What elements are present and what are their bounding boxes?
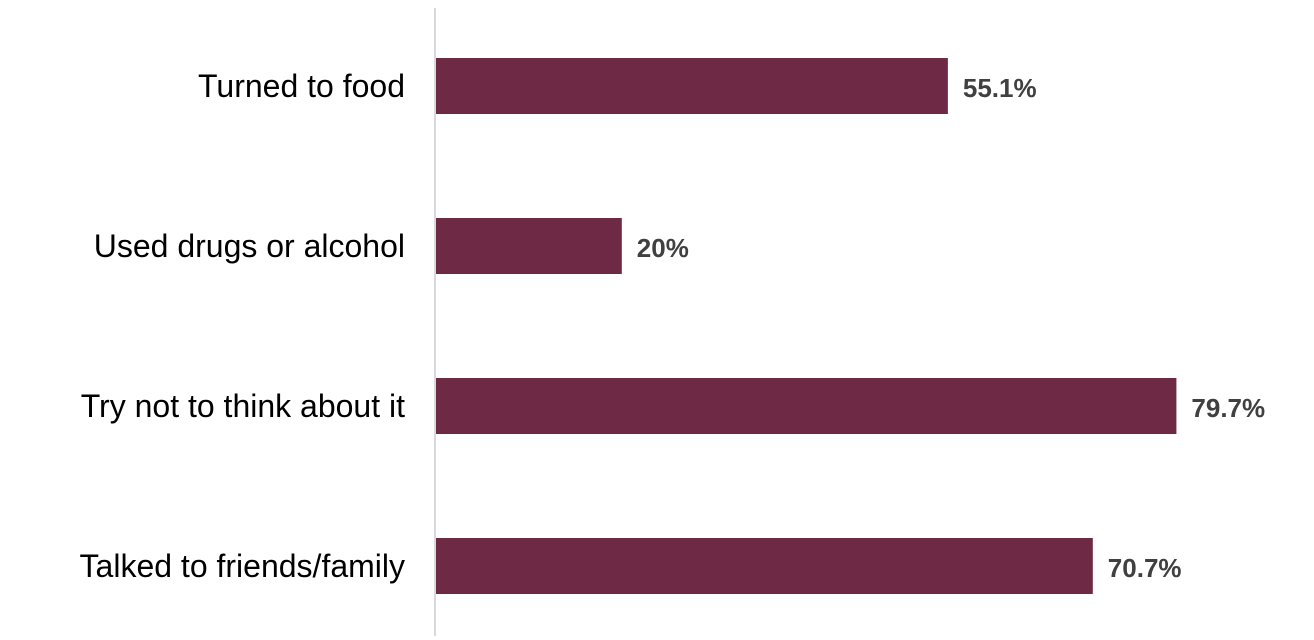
category-label-try-not-to-think-about-it: Try not to think about it [81, 388, 405, 424]
value-label-turned-to-food: 55.1% [963, 73, 1037, 103]
bar-talked-to-friends-family [436, 538, 1093, 594]
bar-used-drugs-or-alcohol [436, 218, 622, 274]
bar-try-not-to-think-about-it [436, 378, 1177, 434]
category-label-used-drugs-or-alcohol: Used drugs or alcohol [94, 228, 405, 264]
labels-layer: Turned to food 55.1% Used drugs or alcohol… [80, 68, 1266, 584]
category-label-talked-to-friends-family: Talked to friends/family [80, 548, 405, 584]
category-label-turned-to-food: Turned to food [198, 68, 405, 104]
value-label-try-not-to-think-about-it: 79.7% [1191, 393, 1265, 423]
value-label-talked-to-friends-family: 70.7% [1108, 553, 1182, 583]
bar-turned-to-food [436, 58, 948, 114]
value-label-used-drugs-or-alcohol: 20% [637, 233, 689, 263]
bars-layer [436, 58, 1177, 594]
